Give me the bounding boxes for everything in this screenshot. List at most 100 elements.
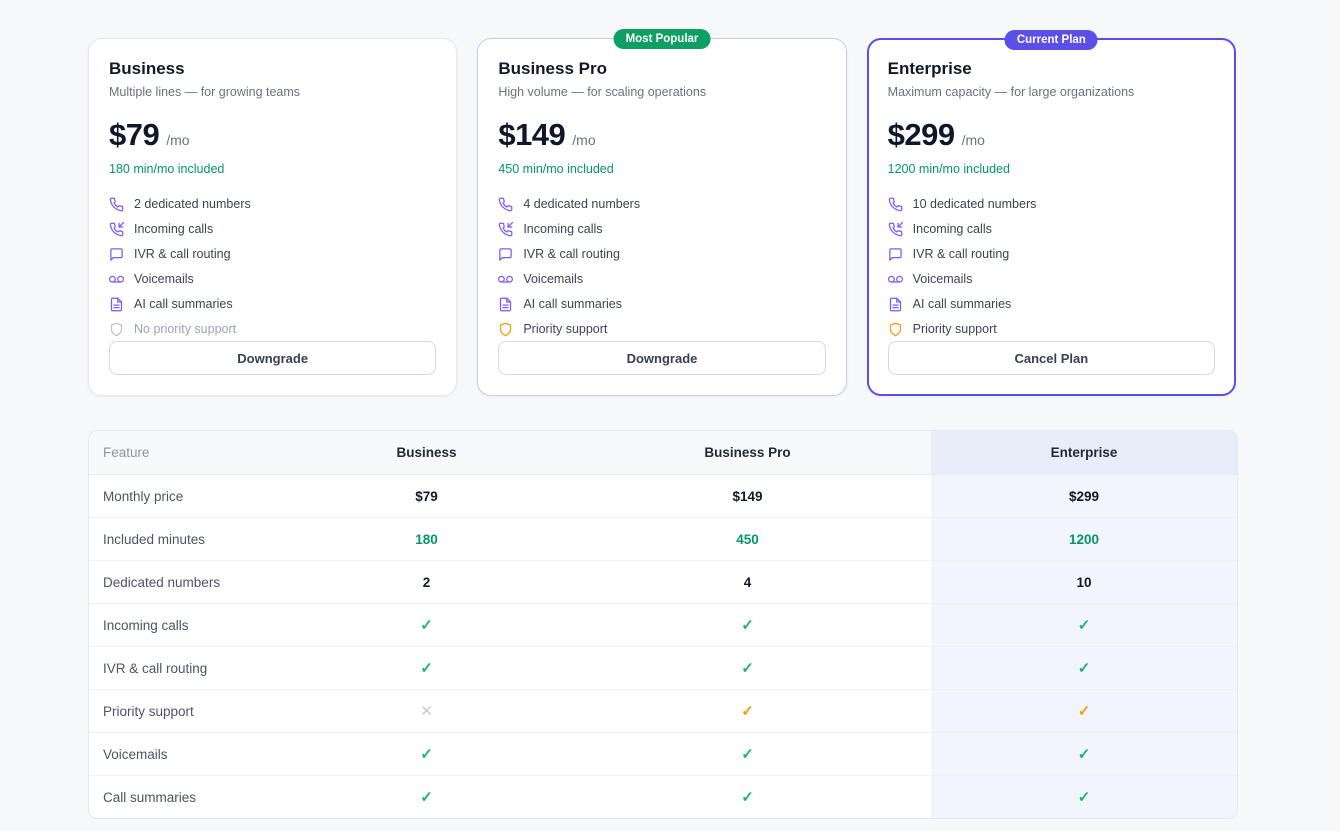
plan-feature-label: 4 dedicated numbers	[523, 197, 641, 211]
phone-incoming-icon	[498, 221, 514, 237]
table-row-monthly-price: Monthly price $79 $149 $299	[89, 474, 1237, 518]
table-cell: $149	[564, 475, 931, 518]
plan-feature-label: Priority support	[523, 322, 608, 336]
file-text-icon	[498, 297, 513, 312]
downgrade-button[interactable]: Downgrade	[109, 341, 437, 375]
plan-price: $79	[109, 117, 160, 152]
file-text-icon	[109, 297, 124, 312]
table-row-call-summaries: Call summaries ✓ ✓ ✓	[89, 775, 1237, 818]
check-icon: ✓	[420, 789, 433, 806]
plan-feature-item: Incoming calls	[498, 221, 825, 237]
table-row-incoming-calls: Incoming calls ✓ ✓ ✓	[89, 603, 1237, 647]
plan-feature-item: IVR & call routing	[498, 246, 825, 262]
table-row-included-minutes: Included minutes 180 450 1200	[89, 517, 1237, 561]
column-header-business: Business	[289, 431, 564, 475]
table-cell: 2	[289, 560, 564, 604]
plan-feature-item: Incoming calls	[888, 221, 1215, 237]
plan-cards-row: Business Multiple lines — for growing tea…	[88, 29, 1236, 396]
message-square-icon	[498, 247, 513, 262]
feature-name-cell: Priority support	[89, 689, 289, 733]
message-square-icon	[888, 247, 903, 262]
plan-feature-label: Incoming calls	[523, 222, 603, 236]
cancel-plan-button[interactable]: Cancel Plan	[887, 341, 1215, 375]
table-cell: ✓	[564, 689, 931, 733]
downgrade-button[interactable]: Downgrade	[498, 341, 826, 375]
plan-feature-label: Voicemails	[134, 272, 194, 286]
cell-value: $79	[415, 488, 438, 504]
cell-value: 180	[415, 531, 438, 547]
table-cell: ✓	[289, 646, 564, 690]
plan-price: $149	[498, 117, 566, 152]
plan-feature-item: AI call summaries	[888, 296, 1215, 312]
plan-feature-item: AI call summaries	[498, 296, 825, 312]
feature-name-cell: IVR & call routing	[89, 646, 289, 690]
feature-name-cell: Incoming calls	[89, 603, 289, 647]
check-icon: ✓	[741, 789, 754, 806]
plan-price-period: /mo	[166, 132, 190, 148]
plan-feature-label: AI call summaries	[134, 297, 233, 311]
plan-price-period: /mo	[572, 132, 596, 148]
plan-feature-label: 10 dedicated numbers	[912, 197, 1037, 211]
check-icon: ✓	[741, 703, 754, 720]
cell-value: $299	[1068, 488, 1100, 504]
table-cell: ✓	[289, 732, 564, 776]
phone-incoming-icon	[109, 221, 124, 237]
table-cell: ✕	[289, 689, 564, 733]
column-header-enterprise: Enterprise	[931, 431, 1237, 475]
phone-incoming-icon	[888, 221, 903, 237]
plan-minutes-note: 180 min/mo included	[109, 162, 225, 176]
plan-badge: Most Popular	[613, 29, 711, 49]
check-icon: ✓	[1077, 617, 1091, 634]
plan-feature-item: Voicemails	[498, 271, 825, 287]
feature-name-cell: Dedicated numbers	[89, 560, 289, 604]
comparison-table: Feature Business Business Pro Enterprise Mo…	[89, 431, 1237, 818]
check-icon: ✓	[1077, 660, 1091, 677]
phone-icon	[498, 197, 513, 212]
cell-value: 1200	[1068, 531, 1100, 547]
phone-icon	[888, 197, 903, 212]
plan-feature-item: Incoming calls	[109, 221, 436, 237]
check-icon: ✓	[1077, 746, 1091, 763]
plan-minutes-note: 1200 min/mo included	[887, 162, 1010, 176]
plan-tagline: High volume — for scaling operations	[498, 85, 707, 99]
feature-name-cell: Included minutes	[89, 517, 289, 561]
voicemail-icon	[498, 272, 514, 287]
table-cell: ✓	[564, 646, 931, 690]
plan-feature-item: Voicemails	[887, 271, 1215, 287]
table-cell: $79	[289, 475, 564, 518]
plan-price-row: $79/mo	[109, 117, 436, 153]
table-cell: ✓	[564, 775, 931, 818]
table-cell: 180	[289, 517, 564, 561]
plan-feature-item: Voicemails	[109, 271, 436, 287]
check-icon: ✓	[741, 660, 754, 677]
plan-price: $299	[887, 117, 955, 152]
plan-tagline: Multiple lines — for growing teams	[109, 85, 301, 99]
check-icon: ✓	[420, 617, 433, 634]
cell-value: $149	[732, 488, 763, 504]
feature-name-cell: Voicemails	[89, 732, 289, 776]
table-cell: $299	[931, 474, 1237, 518]
plan-minutes-note: 450 min/mo included	[498, 162, 614, 176]
voicemail-icon	[109, 272, 124, 287]
plan-feature-item: AI call summaries	[109, 296, 436, 312]
plan-feature-item: Priority support	[498, 321, 825, 337]
column-header-feature: Feature	[89, 431, 289, 475]
plan-feature-label: No priority support	[134, 322, 237, 336]
plan-feature-list: 4 dedicated numbers Incoming calls IVR & c…	[498, 196, 825, 337]
table-cell: ✓	[931, 775, 1237, 818]
check-icon: ✓	[420, 746, 433, 763]
plan-feature-label: 2 dedicated numbers	[134, 197, 251, 211]
cross-icon: ✕	[420, 703, 433, 720]
cell-value: 2	[422, 574, 431, 590]
plan-name: Business Pro	[498, 59, 607, 78]
check-icon: ✓	[1077, 789, 1091, 806]
plan-card-enterprise: Current Plan Enterprise Maximum capacity —…	[866, 30, 1236, 396]
table-cell: 4	[564, 560, 931, 604]
plan-price-row: $149/mo	[498, 117, 825, 153]
plan-feature-item: IVR & call routing	[888, 246, 1215, 262]
table-cell: 10	[931, 560, 1237, 604]
plan-feature-label: Incoming calls	[134, 222, 214, 236]
plan-feature-item: No priority support	[109, 321, 436, 337]
voicemail-icon	[887, 272, 903, 287]
